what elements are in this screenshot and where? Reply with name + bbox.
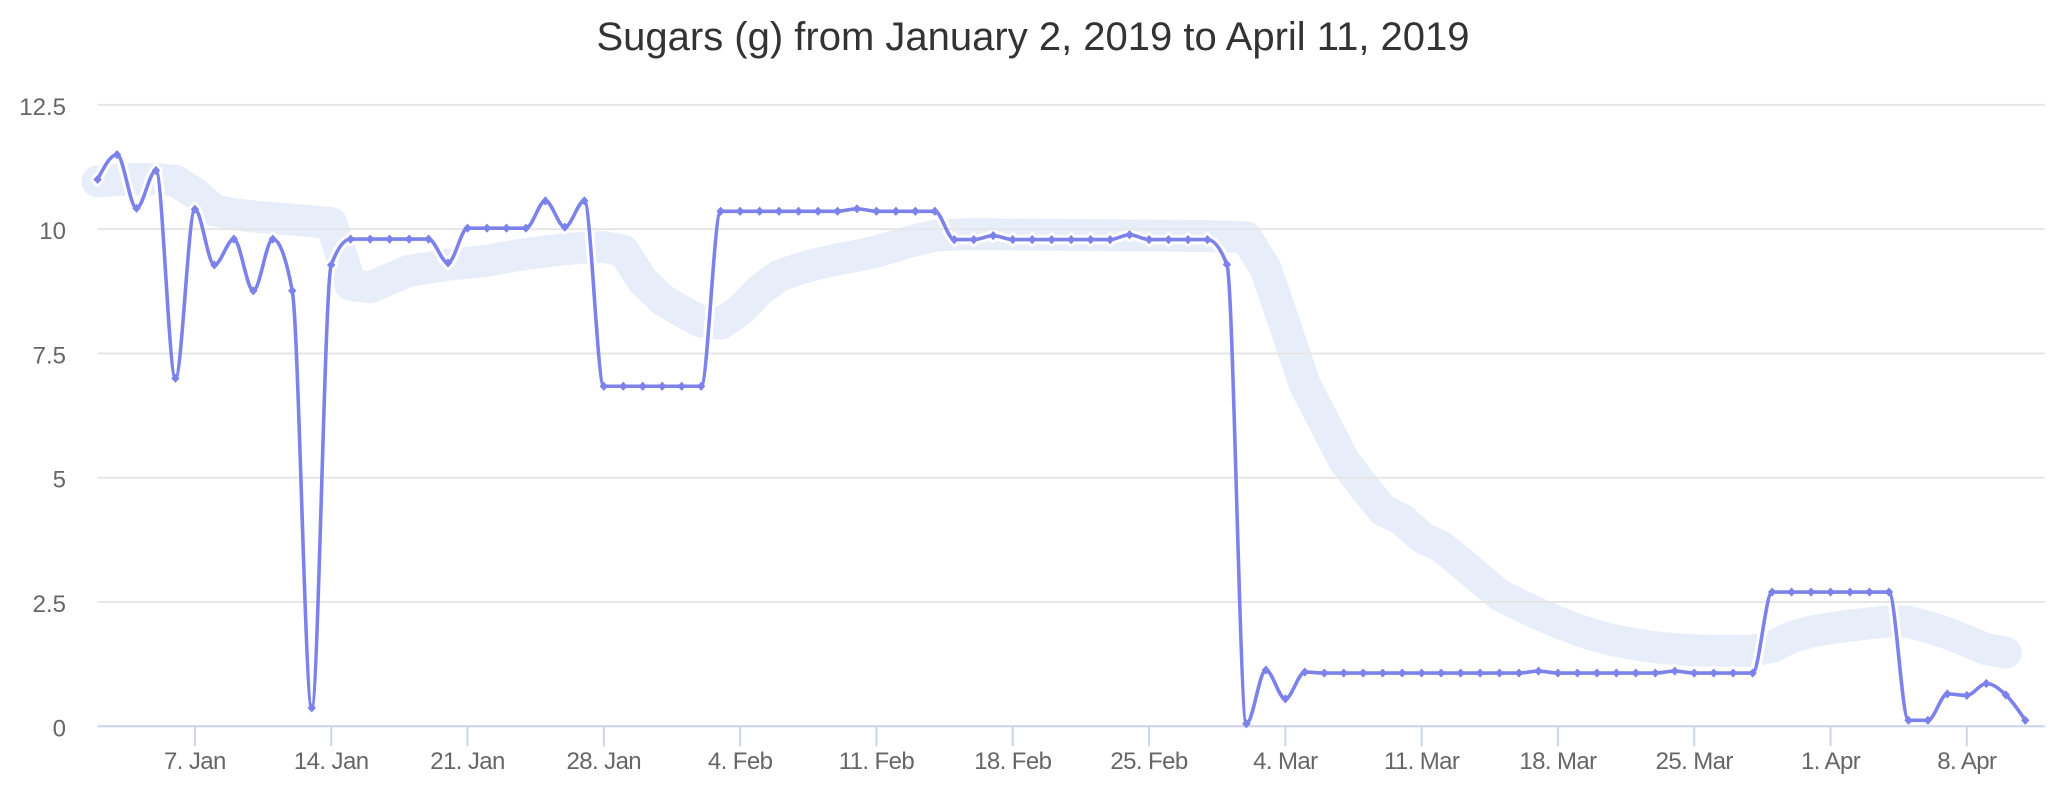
svg-text:25. Mar: 25. Mar: [1656, 748, 1734, 775]
svg-text:Sugars (g) from January 2, 201: Sugars (g) from January 2, 2019 to April…: [596, 15, 1469, 59]
svg-text:28. Jan: 28. Jan: [567, 748, 642, 775]
svg-text:4. Mar: 4. Mar: [1253, 748, 1318, 775]
svg-text:21. Jan: 21. Jan: [430, 748, 505, 775]
svg-text:7.5: 7.5: [33, 342, 66, 369]
svg-text:1. Apr: 1. Apr: [1801, 748, 1861, 775]
svg-text:12.5: 12.5: [19, 94, 66, 121]
svg-text:8. Apr: 8. Apr: [1937, 748, 1997, 775]
svg-text:11. Feb: 11. Feb: [839, 748, 915, 775]
svg-text:0: 0: [53, 715, 66, 742]
svg-text:5: 5: [53, 467, 66, 494]
svg-text:11. Mar: 11. Mar: [1384, 748, 1460, 775]
svg-text:2.5: 2.5: [33, 591, 66, 618]
svg-text:14. Jan: 14. Jan: [294, 748, 369, 775]
svg-text:25. Feb: 25. Feb: [1110, 748, 1187, 775]
svg-text:10: 10: [39, 218, 66, 245]
svg-text:4. Feb: 4. Feb: [708, 748, 773, 775]
svg-text:18. Feb: 18. Feb: [974, 748, 1051, 775]
svg-text:7. Jan: 7. Jan: [164, 748, 226, 775]
svg-text:18. Mar: 18. Mar: [1519, 748, 1597, 775]
